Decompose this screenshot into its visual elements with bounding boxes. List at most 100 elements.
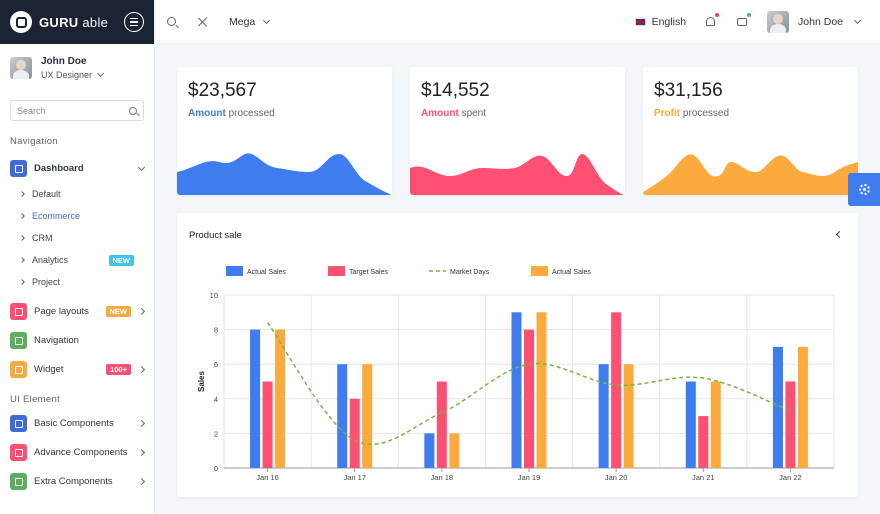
mega-menu[interactable]: Mega bbox=[229, 16, 271, 28]
stat-card-amount-spent: $14,552 Amount spent bbox=[410, 67, 625, 195]
y-tick-label: 2 bbox=[214, 429, 218, 438]
sidebar-item-label: Advance Components bbox=[34, 447, 128, 458]
stat-caption: Amount spent bbox=[421, 108, 487, 119]
stat-value: $31,156 bbox=[654, 80, 723, 101]
sidebar-subitem-analytics[interactable]: Analytics NEW bbox=[0, 249, 154, 271]
y-tick-label: 8 bbox=[214, 326, 218, 335]
bar[interactable] bbox=[797, 346, 808, 468]
bar[interactable] bbox=[623, 364, 634, 468]
search-icon[interactable] bbox=[129, 106, 137, 115]
bell-icon[interactable] bbox=[706, 13, 720, 26]
sidebar-subitem-label: Ecommerce bbox=[32, 211, 81, 221]
chart-title: Product sale bbox=[189, 230, 242, 241]
bar[interactable] bbox=[250, 329, 261, 468]
product-sale-chart: 0 2 4 6 8 10 Jan 16 Jan 17 Jan 18 Jan 19 Jan 20 Jan… bbox=[197, 266, 835, 482]
search-input[interactable] bbox=[17, 105, 129, 116]
bar[interactable] bbox=[275, 329, 286, 468]
chevron-right-icon bbox=[19, 257, 25, 263]
chevron-right-icon bbox=[19, 191, 25, 197]
chevron-right-icon bbox=[137, 365, 146, 374]
sidebar-item-widget[interactable]: Widget 100+ bbox=[0, 355, 154, 384]
y-tick-label: 4 bbox=[214, 395, 218, 404]
grid-icon bbox=[10, 415, 27, 432]
sidebar-item-dashboard[interactable]: Dashboard bbox=[0, 154, 154, 183]
language-selector[interactable]: English bbox=[651, 15, 687, 28]
widget-icon bbox=[10, 361, 27, 378]
bar[interactable] bbox=[524, 329, 534, 468]
sidebar-subitem-crm[interactable]: CRM bbox=[0, 227, 154, 249]
profile-role: UX Designer bbox=[41, 70, 93, 80]
chevron-right-icon bbox=[19, 213, 25, 219]
sidebar-search bbox=[10, 100, 144, 121]
x-tick-label: Jan 21 bbox=[692, 473, 715, 482]
bar[interactable] bbox=[362, 364, 373, 468]
bar[interactable] bbox=[337, 364, 348, 468]
item-badge: 100+ bbox=[106, 364, 131, 375]
bar[interactable] bbox=[449, 433, 460, 468]
chevron-right-icon bbox=[137, 477, 146, 486]
item-badge: NEW bbox=[105, 306, 131, 317]
y-tick-label: 6 bbox=[214, 360, 218, 369]
sidebar-item-navigation[interactable]: Navigation bbox=[0, 326, 154, 355]
layout-icon bbox=[10, 303, 27, 320]
sidebar-item-label: Page layouts bbox=[34, 306, 89, 317]
sidebar-item-label: Basic Components bbox=[34, 418, 114, 429]
bar[interactable] bbox=[436, 381, 447, 469]
chevron-right-icon bbox=[19, 279, 25, 285]
sidebar-profile[interactable]: John Doe UX Designer bbox=[0, 44, 154, 90]
x-tick-label: Jan 19 bbox=[518, 473, 541, 482]
sidebar-subitem-default[interactable]: Default bbox=[0, 183, 154, 205]
stat-wave-chart bbox=[410, 154, 625, 195]
sidebar-item-page-layouts[interactable]: Page layouts NEW bbox=[0, 297, 154, 326]
settings-toggle-button[interactable] bbox=[848, 173, 880, 206]
y-axis-label: Sales bbox=[197, 370, 206, 391]
chevron-down-icon bbox=[853, 16, 862, 24]
uk-flag-icon bbox=[634, 17, 646, 26]
chevron-down-icon bbox=[137, 163, 146, 171]
legend-label[interactable]: Actual Sales bbox=[247, 269, 286, 276]
gear-icon bbox=[858, 184, 870, 195]
chat-icon[interactable] bbox=[737, 12, 752, 26]
bar[interactable] bbox=[611, 312, 622, 468]
new-badge: NEW bbox=[108, 254, 134, 266]
sidebar-item-advance-components[interactable]: Advance Components bbox=[0, 438, 154, 467]
sidebar-subitem-label: Project bbox=[32, 277, 61, 287]
menu-toggle-button[interactable] bbox=[124, 12, 144, 32]
avatar[interactable] bbox=[767, 10, 790, 33]
bar[interactable] bbox=[698, 416, 709, 468]
sidebar-item-label: Navigation bbox=[34, 335, 79, 346]
search-icon[interactable] bbox=[167, 17, 176, 26]
sidebar-item-basic-components[interactable]: Basic Components bbox=[0, 409, 154, 438]
bar[interactable] bbox=[598, 364, 609, 468]
top-header: Mega English John Doe bbox=[155, 0, 880, 44]
market-days-line[interactable] bbox=[266, 322, 791, 446]
sidebar-subitem-ecommerce[interactable]: Ecommerce bbox=[0, 205, 154, 227]
legend-label[interactable]: Market Days bbox=[450, 269, 490, 276]
bar[interactable] bbox=[511, 312, 522, 468]
bar[interactable] bbox=[685, 381, 696, 469]
y-tick-label: 0 bbox=[214, 464, 218, 473]
brand-name: GURU able bbox=[39, 14, 109, 30]
home-icon bbox=[10, 160, 27, 177]
sidebar-subitem-project[interactable]: Project bbox=[0, 271, 154, 293]
bar[interactable] bbox=[424, 433, 435, 468]
brand-logo-icon[interactable] bbox=[10, 11, 32, 33]
bar[interactable] bbox=[785, 381, 796, 469]
stat-value: $14,552 bbox=[421, 80, 490, 101]
bar[interactable] bbox=[772, 346, 783, 468]
stat-wave-chart bbox=[177, 153, 392, 195]
bar[interactable] bbox=[536, 312, 547, 468]
fullscreen-icon[interactable] bbox=[198, 17, 208, 27]
legend-label[interactable]: Actual Sales bbox=[552, 269, 591, 276]
legend-label[interactable]: Target Sales bbox=[349, 269, 388, 276]
chevron-down-icon[interactable] bbox=[96, 69, 105, 78]
header-user-menu[interactable]: John Doe bbox=[798, 16, 862, 28]
x-tick-label: Jan 20 bbox=[605, 473, 628, 482]
bar[interactable] bbox=[710, 381, 721, 469]
chevron-right-icon bbox=[19, 235, 25, 241]
bar[interactable] bbox=[349, 398, 360, 468]
bar[interactable] bbox=[262, 381, 273, 469]
sidebar-item-label: Dashboard bbox=[34, 163, 84, 174]
puzzle-icon bbox=[10, 473, 27, 490]
sidebar-item-extra-components[interactable]: Extra Components bbox=[0, 467, 154, 496]
